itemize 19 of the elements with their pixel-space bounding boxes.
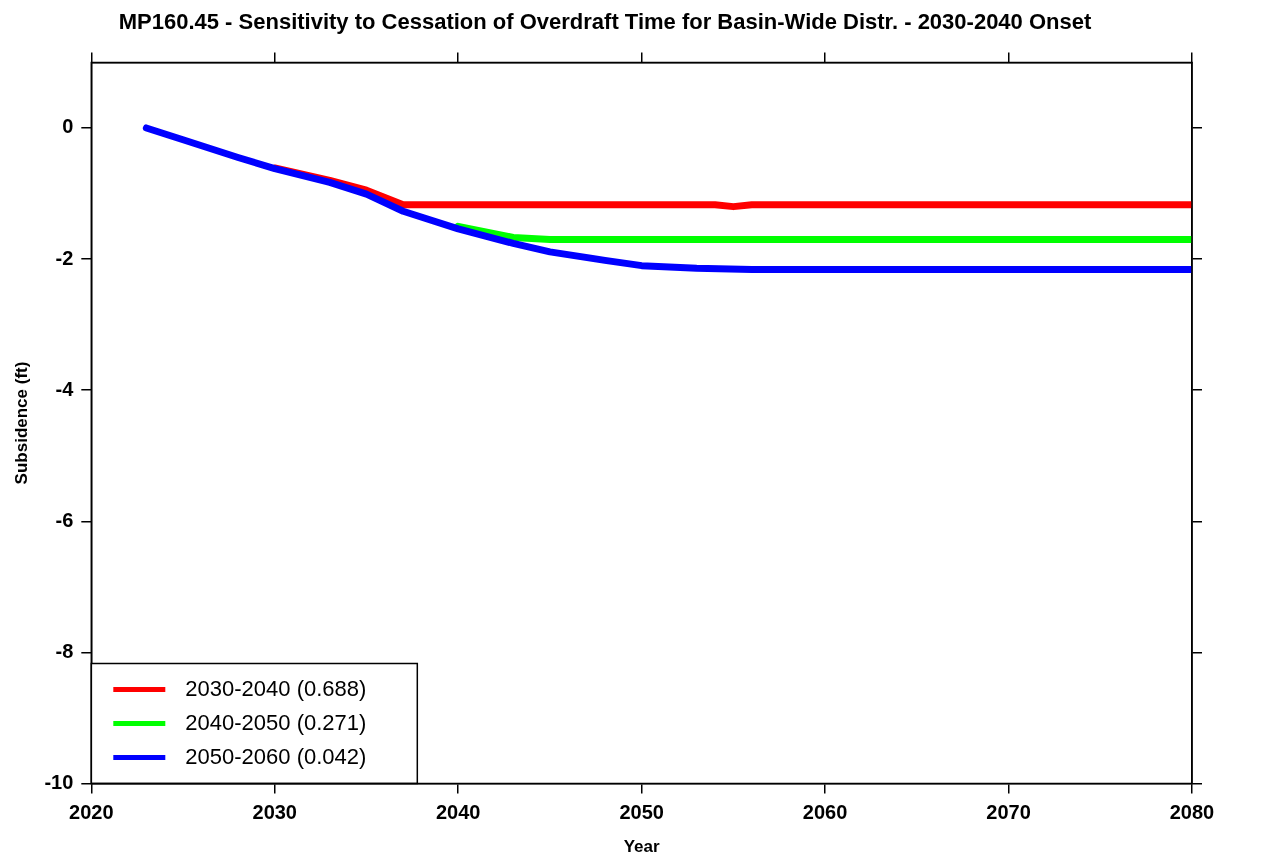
x-tick-label: 2060	[802, 801, 848, 824]
y-tick-label: -6	[55, 508, 74, 531]
y-tick-label: 0	[62, 115, 74, 138]
y-tick-label: -10	[44, 771, 74, 794]
x-tick-label: 2050	[619, 801, 664, 824]
legend-label: 2030-2040 (0.688)	[185, 675, 367, 701]
x-axis-title: Year	[623, 837, 660, 857]
legend-label: 2050-2060 (0.042)	[185, 743, 367, 769]
legend-label: 2040-2050 (0.271)	[185, 709, 367, 735]
y-tick-label: -2	[55, 246, 74, 269]
x-tick-label: 2040	[435, 801, 481, 824]
y-axis-title: Subsidence (ft)	[11, 361, 31, 485]
x-tick-label: 2020	[69, 801, 114, 824]
x-tick-label: 2030	[252, 801, 298, 824]
y-tick-label: -8	[55, 639, 74, 662]
chart-title: MP160.45 - Sensitivity to Cessation of Overdraft Time for Basin-Wide Distr. - 2030-2040 Onset	[118, 9, 1092, 35]
y-tick-label: -4	[55, 377, 75, 400]
x-tick-label: 2080	[1169, 801, 1215, 824]
x-tick-label: 2070	[986, 801, 1031, 824]
